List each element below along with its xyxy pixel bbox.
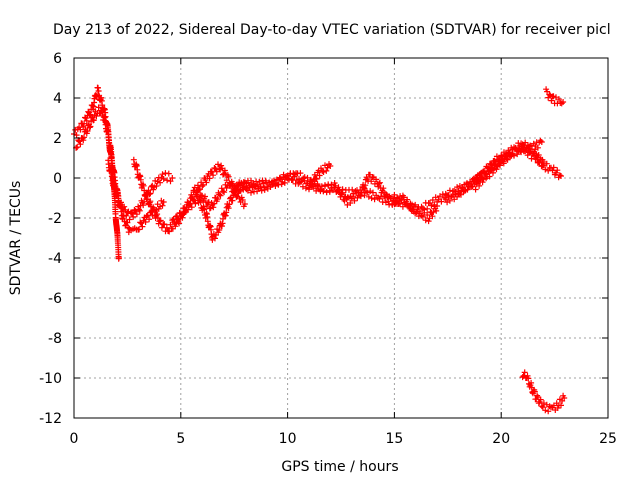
y-axis-label: SDTVAR / TECUs	[8, 181, 24, 296]
x-tick-label: 25	[599, 431, 617, 447]
y-tick-label: -12	[39, 411, 62, 427]
chart-title: Day 213 of 2022, Sidereal Day-to-day VTE…	[53, 22, 611, 38]
x-tick-label: 10	[279, 431, 297, 447]
y-tick-label: 4	[53, 91, 62, 107]
x-tick-label: 0	[70, 431, 79, 447]
grid-lines	[74, 58, 608, 418]
data-points	[71, 84, 568, 415]
series-arc-12	[543, 86, 567, 107]
x-tick-label: 5	[176, 431, 185, 447]
point-markers	[543, 86, 567, 107]
x-axis-label: GPS time / hours	[281, 459, 398, 475]
point-markers	[519, 369, 568, 415]
x-tick-label: 20	[492, 431, 510, 447]
y-tick-label: -6	[48, 291, 62, 307]
y-tick-label: -2	[48, 211, 62, 227]
y-tick-label: -4	[48, 251, 62, 267]
y-tick-label: -10	[39, 371, 62, 387]
y-tick-label: 0	[53, 171, 62, 187]
y-tick-label: 6	[53, 51, 62, 67]
point-markers	[105, 157, 176, 223]
series-arc-13	[519, 369, 568, 415]
point-markers	[472, 137, 545, 193]
series-arc-11	[472, 137, 545, 193]
plot-frame	[73, 57, 609, 419]
y-tick-label: 2	[53, 131, 62, 147]
x-tick-label: 15	[385, 431, 403, 447]
series-arc-3	[105, 157, 176, 223]
y-tick-label: -8	[48, 331, 62, 347]
